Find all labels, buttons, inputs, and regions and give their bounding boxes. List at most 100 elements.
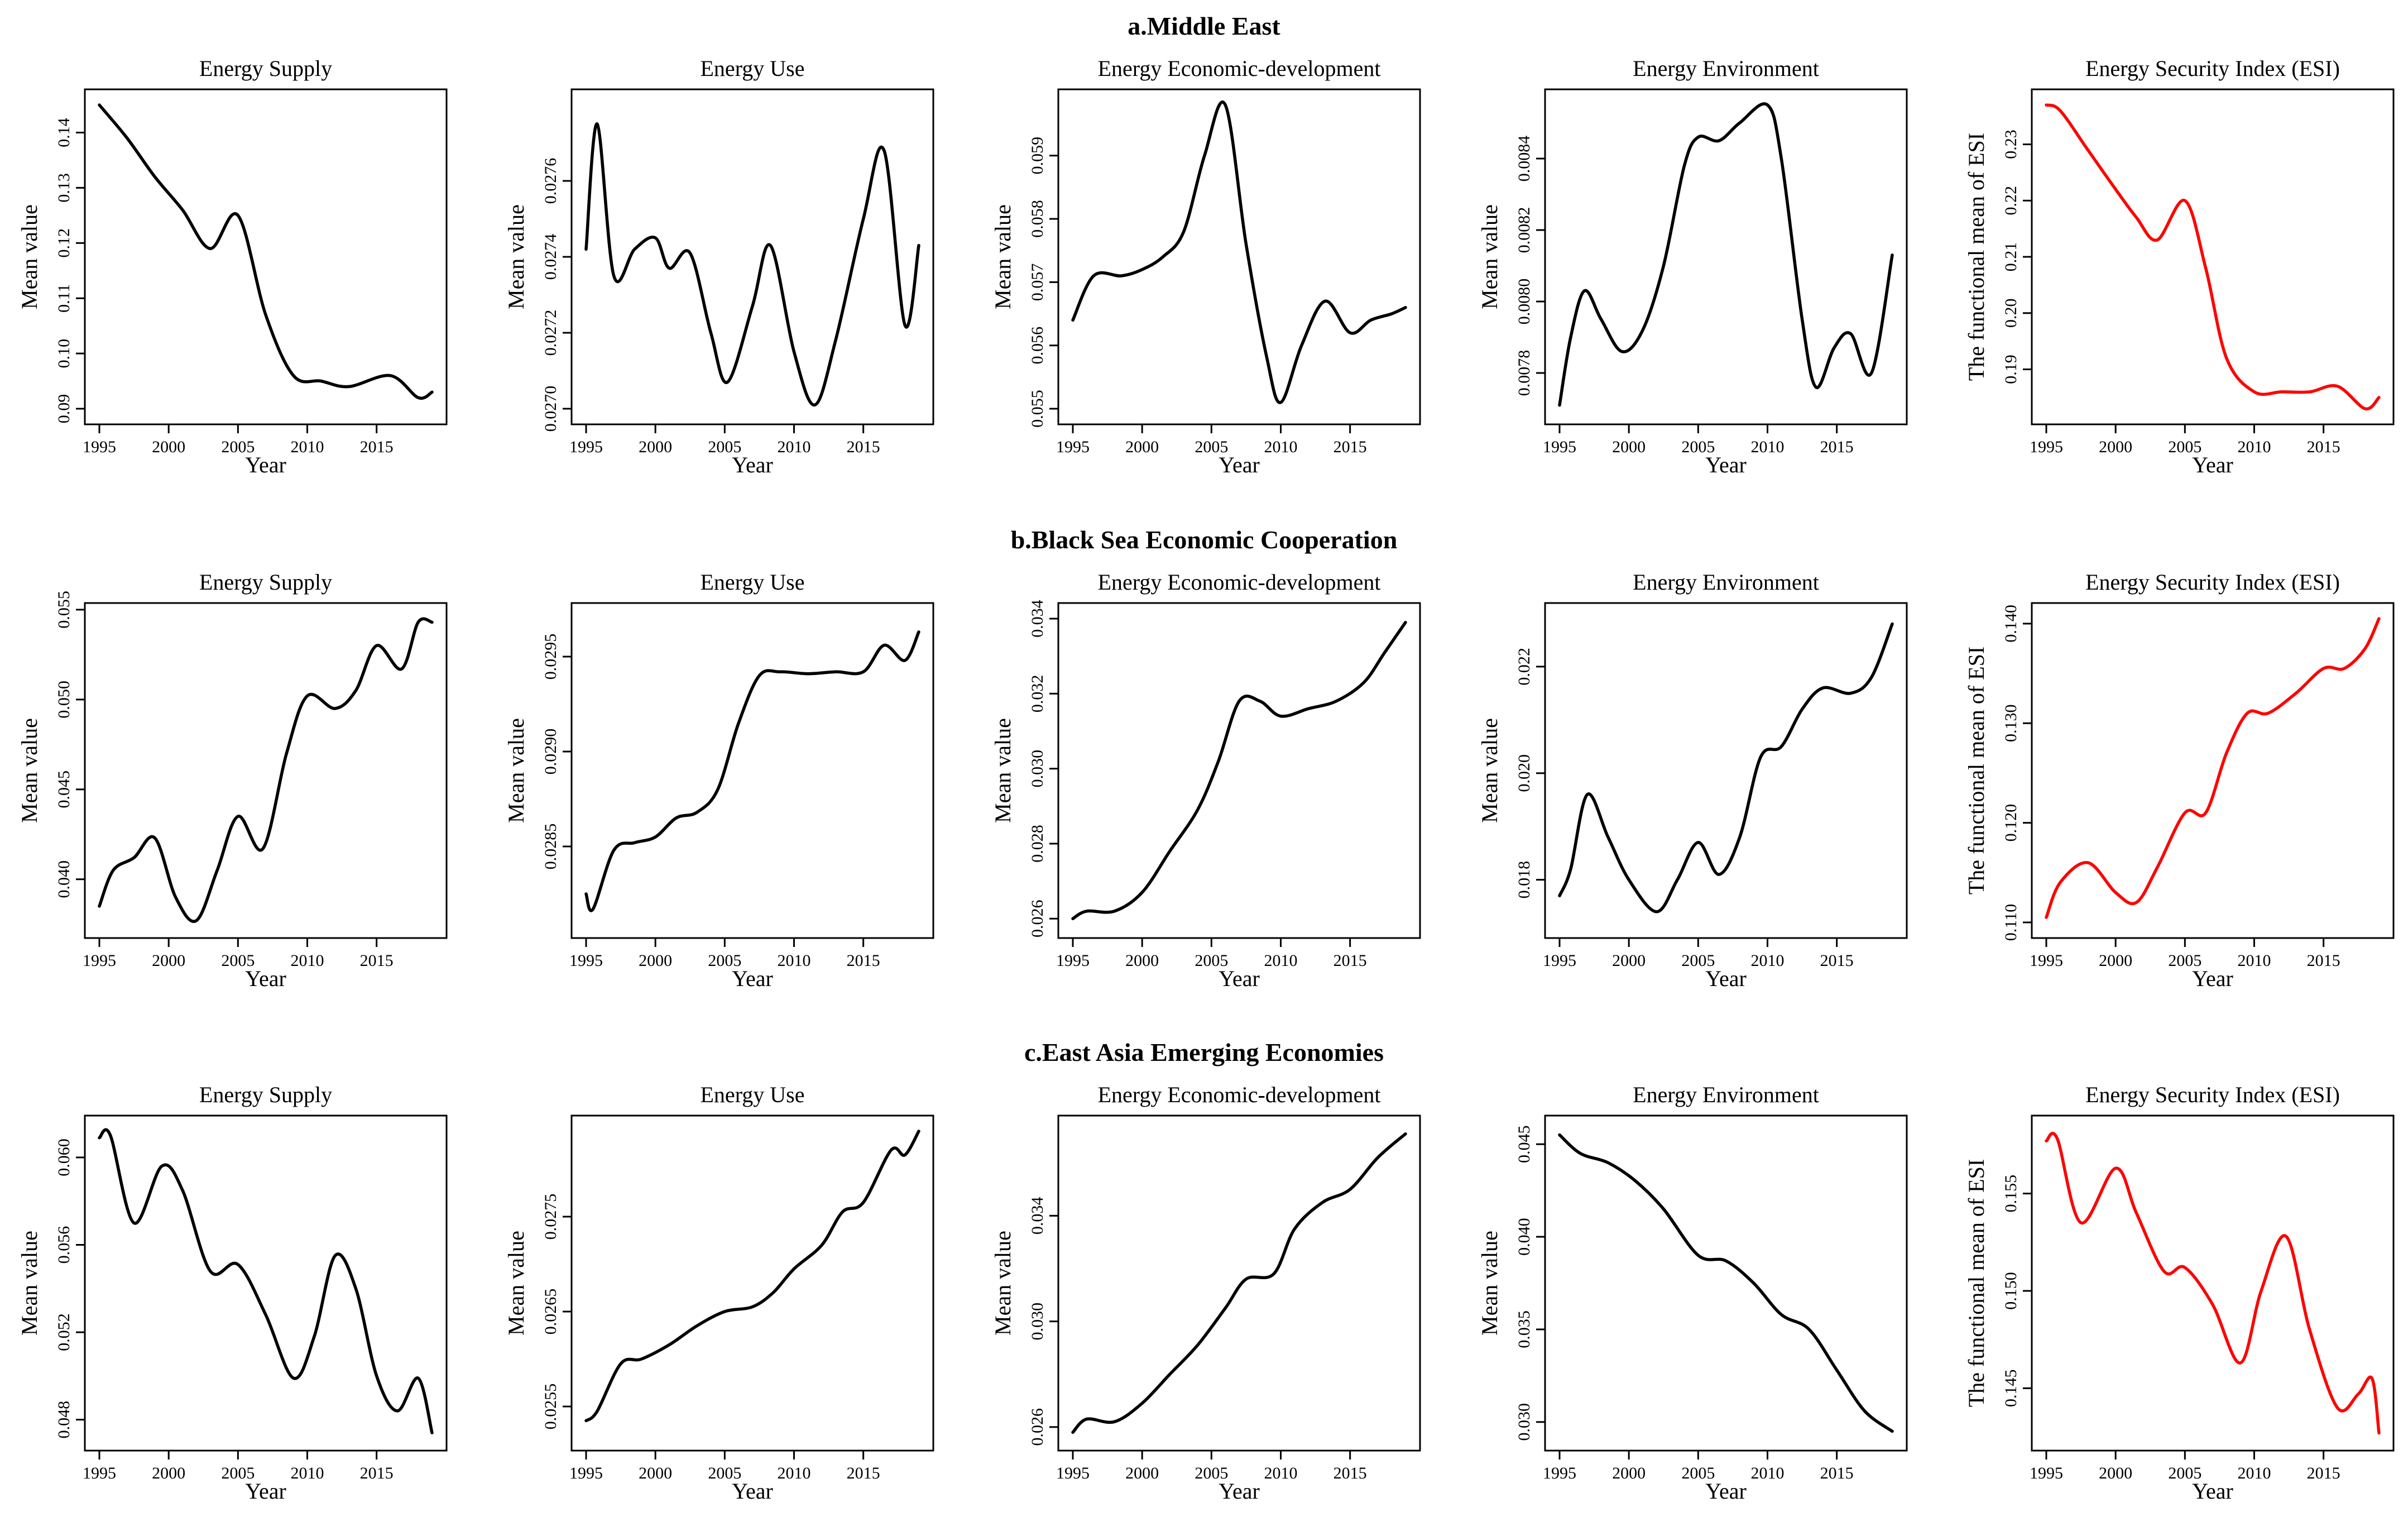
x-tick-label: 2015	[847, 438, 880, 456]
x-tick-label: 2000	[1125, 951, 1159, 970]
row-title-middle-east: a.Middle East	[1128, 12, 1280, 40]
panel-title: Energy Economic-development	[1098, 1082, 1381, 1107]
x-tick-label: 1995	[83, 438, 116, 456]
y-tick-label: 0.0265	[541, 1289, 560, 1335]
panel-title: Energy Security Index (ESI)	[2085, 1082, 2340, 1107]
panel-title: Energy Use	[701, 570, 805, 595]
x-tick-label: 1995	[2030, 438, 2063, 456]
x-tick-label: 2015	[1333, 1464, 1367, 1482]
x-tick-label: 2010	[1264, 951, 1298, 970]
y-tick-label: 0.23	[2002, 130, 2020, 159]
x-tick-label: 2000	[1125, 438, 1159, 456]
y-tick-label: 0.052	[55, 1313, 73, 1351]
plot-frame	[2031, 602, 2395, 939]
series-line	[1071, 620, 1407, 921]
y-axis-label: Mean value	[17, 1231, 42, 1336]
panel-a-5: Energy Security Index (ESI) 1995 2000 2005 2…	[1964, 56, 2395, 477]
y-axis-label: The functional mean of ESI	[1964, 1159, 1989, 1407]
y-tick-label: 0.048	[55, 1401, 73, 1439]
series-line	[98, 1128, 434, 1434]
x-tick-label: 2015	[360, 438, 394, 456]
y-tick-label: 0.034	[1028, 1197, 1047, 1235]
x-tick-label: 1995	[83, 951, 116, 970]
y-tick-label: 0.14	[55, 118, 73, 147]
x-tick-label: 2015	[2307, 1464, 2340, 1482]
panel-b-3: Energy Economic-development 1995 2000 2005 2…	[990, 570, 1421, 991]
y-tick-label: 0.0290	[541, 729, 560, 775]
x-axis-label: Year	[732, 452, 773, 477]
y-tick-label: 0.0270	[541, 386, 560, 432]
y-tick-label: 0.055	[55, 591, 73, 629]
panel-a-4: Energy Environment 1995 2000 2005 2010 2015 Ye…	[1477, 56, 1908, 477]
x-axis-label: Year	[2192, 1479, 2233, 1504]
x-tick-label: 2015	[1333, 438, 1367, 456]
plot-frame	[570, 602, 934, 939]
x-axis-label: Year	[245, 966, 286, 991]
x-tick-label: 2015	[1820, 951, 1854, 970]
series-line	[1071, 101, 1407, 404]
x-tick-label: 2005	[1681, 438, 1715, 456]
y-axis-label: Mean value	[990, 204, 1015, 309]
y-tick-label: 0.0080	[1515, 279, 1533, 325]
x-tick-label: 2015	[1820, 1464, 1854, 1482]
x-tick-label: 2010	[2238, 438, 2271, 456]
x-axis-label: Year	[1219, 1479, 1260, 1504]
x-tick-label: 2005	[1195, 951, 1228, 970]
x-axis-label: Year	[1219, 452, 1260, 477]
y-tick-label: 0.030	[1028, 1303, 1047, 1341]
x-tick-label: 2015	[847, 951, 880, 970]
y-tick-label: 0.0082	[1515, 207, 1533, 253]
series-line	[98, 103, 434, 400]
y-tick-label: 0.045	[55, 771, 73, 808]
y-tick-label: 0.09	[55, 394, 73, 424]
esi-series-line	[2045, 1132, 2381, 1435]
x-tick-label: 2005	[1681, 951, 1715, 970]
y-tick-label: 0.155	[2002, 1175, 2020, 1213]
x-tick-label: 2005	[2168, 438, 2201, 456]
y-tick-label: 0.13	[55, 173, 73, 203]
y-axis-label: Mean value	[17, 204, 42, 309]
x-tick-label: 1995	[1543, 1464, 1576, 1482]
y-tick-label: 0.120	[2002, 804, 2020, 842]
y-tick-label: 0.140	[2002, 605, 2020, 643]
plot-frame	[1544, 602, 1908, 939]
panel-title: Energy Supply	[199, 56, 332, 81]
x-tick-label: 2005	[708, 438, 741, 456]
x-tick-label: 1995	[2030, 1464, 2063, 1482]
x-tick-label: 2010	[1264, 438, 1298, 456]
panel-c-3: Energy Economic-development 1995 2000 2005 2…	[990, 1082, 1421, 1504]
panel-b-1: Energy Supply 1995 2000 2005 2010 2015 Year 0.0…	[17, 570, 448, 991]
y-tick-label: 0.030	[1028, 750, 1047, 788]
x-tick-label: 2010	[778, 1464, 811, 1482]
x-axis-label: Year	[1219, 966, 1260, 991]
x-tick-label: 2000	[639, 951, 672, 970]
panel-title: Energy Economic-development	[1098, 56, 1381, 81]
y-tick-label: 0.040	[55, 860, 73, 898]
y-tick-label: 0.058	[1028, 200, 1047, 238]
x-tick-label: 2010	[1751, 438, 1785, 456]
y-tick-label: 0.0275	[541, 1194, 560, 1240]
y-tick-label: 0.110	[2002, 904, 2020, 941]
y-tick-label: 0.059	[1028, 137, 1047, 175]
y-tick-label: 0.19	[2002, 355, 2020, 384]
panel-title: Energy Environment	[1633, 56, 1819, 81]
x-tick-label: 2000	[1125, 1464, 1159, 1482]
x-tick-label: 2015	[360, 1464, 394, 1482]
x-tick-label: 1995	[1543, 951, 1576, 970]
y-axis-label: Mean value	[503, 204, 529, 309]
x-tick-label: 2005	[2168, 1464, 2201, 1482]
panel-title: Energy Supply	[199, 1082, 332, 1107]
panel-title: Energy Economic-development	[1098, 570, 1381, 595]
y-tick-label: 0.018	[1515, 861, 1533, 899]
y-tick-label: 0.12	[55, 228, 73, 258]
x-tick-label: 2000	[2099, 1464, 2132, 1482]
x-tick-label: 2005	[1195, 438, 1228, 456]
x-tick-label: 2005	[2168, 951, 2201, 970]
x-tick-label: 2000	[152, 1464, 185, 1482]
y-tick-label: 0.145	[2002, 1370, 2020, 1408]
y-tick-label: 0.0078	[1515, 350, 1533, 396]
panel-title: Energy Security Index (ESI)	[2085, 56, 2340, 81]
x-tick-label: 2010	[291, 1464, 324, 1482]
series-line	[1558, 102, 1894, 407]
